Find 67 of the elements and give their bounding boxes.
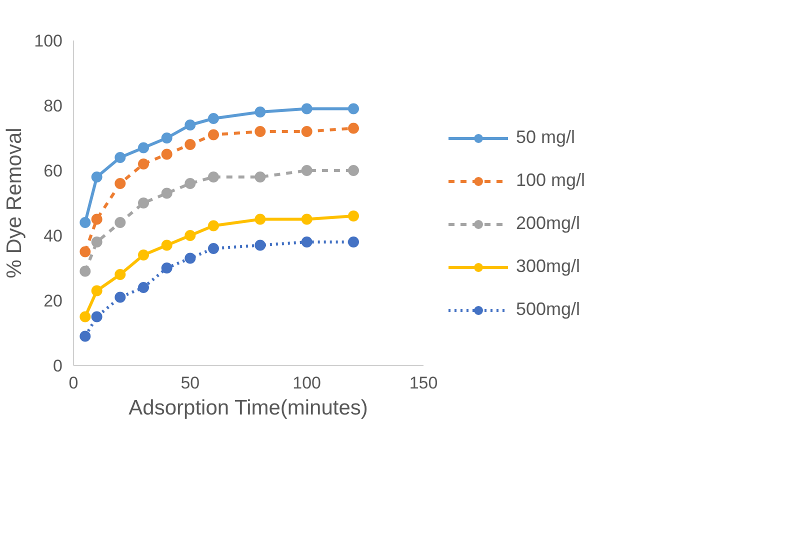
y-tick-label: 20: [44, 292, 63, 310]
y-tick-label: 80: [44, 96, 63, 116]
x-tick-label: 50: [180, 374, 200, 392]
point: [80, 217, 91, 228]
point: [91, 236, 102, 248]
point: [114, 152, 126, 163]
point: [114, 269, 126, 280]
point: [208, 220, 219, 232]
point: [348, 122, 359, 134]
point: [254, 126, 266, 137]
point: [208, 129, 219, 140]
point: [301, 126, 312, 137]
y-tick-label: 0: [53, 356, 63, 376]
legend-label: 50 mg/l: [516, 127, 576, 148]
x-tick-label: 150: [409, 374, 438, 392]
point: [161, 132, 172, 144]
point: [348, 165, 359, 176]
point: [161, 148, 172, 160]
point: [161, 240, 172, 251]
point: [184, 178, 196, 189]
point: [208, 172, 219, 182]
point: [348, 103, 359, 114]
x-axis-title: Adsorption Time(minutes): [128, 396, 368, 420]
point: [80, 266, 91, 277]
point: [301, 165, 312, 176]
point: [138, 282, 149, 293]
point: [254, 240, 266, 251]
legend-label: 300mg/l: [516, 256, 580, 277]
point: [254, 172, 266, 182]
point: [348, 236, 359, 248]
y-tick-label: 100: [34, 32, 63, 50]
point: [184, 120, 196, 130]
point: [348, 210, 359, 222]
point: [114, 292, 126, 303]
point: [208, 243, 219, 254]
x-tick-label: 0: [68, 374, 78, 392]
point: [138, 142, 149, 154]
point: [184, 139, 196, 150]
y-tick-label: 60: [44, 162, 63, 180]
point: [254, 214, 266, 225]
point: [91, 311, 102, 322]
point: [184, 230, 196, 241]
point: [254, 106, 266, 118]
point: [138, 198, 149, 208]
point: [91, 214, 102, 225]
point: [208, 113, 219, 124]
point: [184, 252, 196, 264]
y-tick-label: 40: [44, 226, 63, 246]
point: [91, 285, 102, 296]
legend-label: 100 mg/l: [516, 170, 586, 191]
point: [114, 178, 126, 189]
point: [301, 214, 312, 225]
point: [80, 246, 91, 258]
point: [161, 188, 172, 199]
point: [301, 236, 312, 248]
point: [138, 250, 149, 260]
point: [80, 311, 91, 322]
point: [138, 158, 149, 170]
point: [161, 262, 172, 274]
point: [114, 217, 126, 228]
legend-label: 500mg/l: [516, 299, 580, 320]
legend-label: 200mg/l: [516, 213, 580, 234]
point: [301, 103, 312, 114]
point: [80, 330, 91, 342]
x-tick-label: 100: [292, 374, 322, 392]
y-axis-title: % Dye Removal: [3, 128, 26, 278]
point: [91, 172, 102, 182]
